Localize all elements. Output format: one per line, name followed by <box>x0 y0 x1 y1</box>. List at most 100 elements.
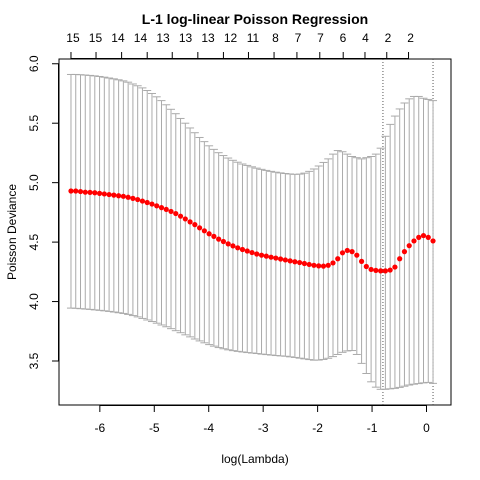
error-bar <box>400 102 409 387</box>
error-bar <box>190 132 199 340</box>
mean-point <box>120 193 126 199</box>
top-axis-label: 2 <box>385 31 392 45</box>
error-bar <box>252 167 261 355</box>
mean-point <box>277 256 284 262</box>
y-tick-label: 5.0 <box>27 174 41 191</box>
top-axis-label: 11 <box>247 31 260 45</box>
error-bar <box>414 95 423 385</box>
error-bar <box>257 168 266 355</box>
error-bar <box>176 117 185 334</box>
top-axis: 15 15 14 14 13 13 13 12 11 8 7 7 6 4 2 2 <box>66 31 414 59</box>
mean-point <box>96 190 103 196</box>
error-bar <box>276 172 285 357</box>
error-bar <box>286 173 295 358</box>
error-bar <box>319 161 328 360</box>
mean-point <box>116 193 122 199</box>
error-bar <box>424 98 433 383</box>
top-axis-label: 14 <box>111 31 125 45</box>
x-axis: -6 -5 -4 -3 -2 -1 0 <box>94 405 430 435</box>
mean-point <box>273 255 279 261</box>
mean-point <box>73 188 79 194</box>
chart-title: L-1 log-linear Poisson Regression <box>142 11 368 27</box>
mean-point <box>235 245 241 251</box>
x-tick-label: -1 <box>367 421 378 435</box>
mean-point <box>368 266 374 273</box>
mean-point <box>344 247 350 254</box>
mean-point <box>206 231 212 237</box>
error-bar <box>262 169 271 356</box>
y-tick-label: 5.5 <box>27 115 41 132</box>
error-bar <box>209 148 218 347</box>
top-axis-label: 13 <box>201 31 215 45</box>
mean-point <box>358 258 365 264</box>
mean-point <box>158 205 165 211</box>
mean-point <box>258 252 265 258</box>
mean-point <box>154 203 160 209</box>
mean-point <box>320 263 327 269</box>
y-axis: 3.5 4.0 4.5 5.0 5.5 6.0 <box>27 55 59 369</box>
x-axis-title: log(Lambda) <box>221 452 288 466</box>
error-bar <box>181 122 190 336</box>
mean-point <box>111 192 117 198</box>
error-bar <box>333 150 342 355</box>
mean-point <box>411 238 417 244</box>
mean-points <box>68 188 436 274</box>
mean-point <box>197 225 203 231</box>
x-tick-label: -2 <box>312 421 323 435</box>
error-bar <box>224 157 233 351</box>
mean-point <box>130 195 136 201</box>
x-tick-label: -5 <box>149 421 160 435</box>
mean-point <box>287 258 293 264</box>
mean-point <box>92 190 98 196</box>
top-axis-label: 8 <box>272 31 279 45</box>
mean-point <box>263 253 269 259</box>
error-bar <box>405 98 414 386</box>
y-tick-label: 4.0 <box>27 293 41 310</box>
mean-point <box>177 213 184 219</box>
mean-point <box>282 257 288 263</box>
mean-point <box>101 191 107 197</box>
error-bars <box>66 73 438 390</box>
mean-point <box>335 256 341 262</box>
top-axis-label: 15 <box>89 31 103 45</box>
error-bar <box>200 141 209 344</box>
error-bar <box>228 159 237 352</box>
mean-point <box>125 194 131 200</box>
mean-point <box>363 263 369 270</box>
error-bar <box>267 170 276 356</box>
y-tick-label: 4.5 <box>27 233 41 250</box>
error-bar <box>214 152 223 349</box>
mean-point <box>201 228 207 234</box>
mean-point <box>216 236 222 242</box>
mean-point <box>254 251 260 257</box>
top-axis-label: 13 <box>156 31 170 45</box>
error-bar <box>167 108 176 330</box>
mean-point <box>378 268 384 274</box>
mean-point <box>173 210 179 217</box>
mean-point <box>349 249 355 255</box>
top-axis-label: 12 <box>224 31 238 45</box>
top-axis-label: 7 <box>295 31 302 45</box>
mean-point <box>211 233 217 239</box>
error-bar <box>390 115 399 389</box>
mean-point <box>77 188 84 195</box>
mean-point <box>292 259 298 265</box>
mean-point <box>163 206 169 213</box>
mean-point <box>139 198 146 204</box>
error-bar <box>281 173 290 357</box>
error-bar <box>314 165 323 361</box>
mean-point <box>144 199 150 206</box>
top-axis-label: 13 <box>179 31 193 45</box>
error-bar <box>143 90 152 321</box>
mean-point <box>87 189 93 196</box>
error-bar <box>157 100 166 326</box>
mean-point <box>311 262 317 268</box>
mean-point <box>325 262 331 268</box>
mean-point <box>397 256 403 262</box>
mean-point <box>268 254 274 260</box>
y-tick-label: 3.5 <box>27 352 41 369</box>
mean-point <box>182 216 188 222</box>
y-axis-title: Poisson Deviance <box>5 184 19 280</box>
error-bar <box>419 97 428 384</box>
